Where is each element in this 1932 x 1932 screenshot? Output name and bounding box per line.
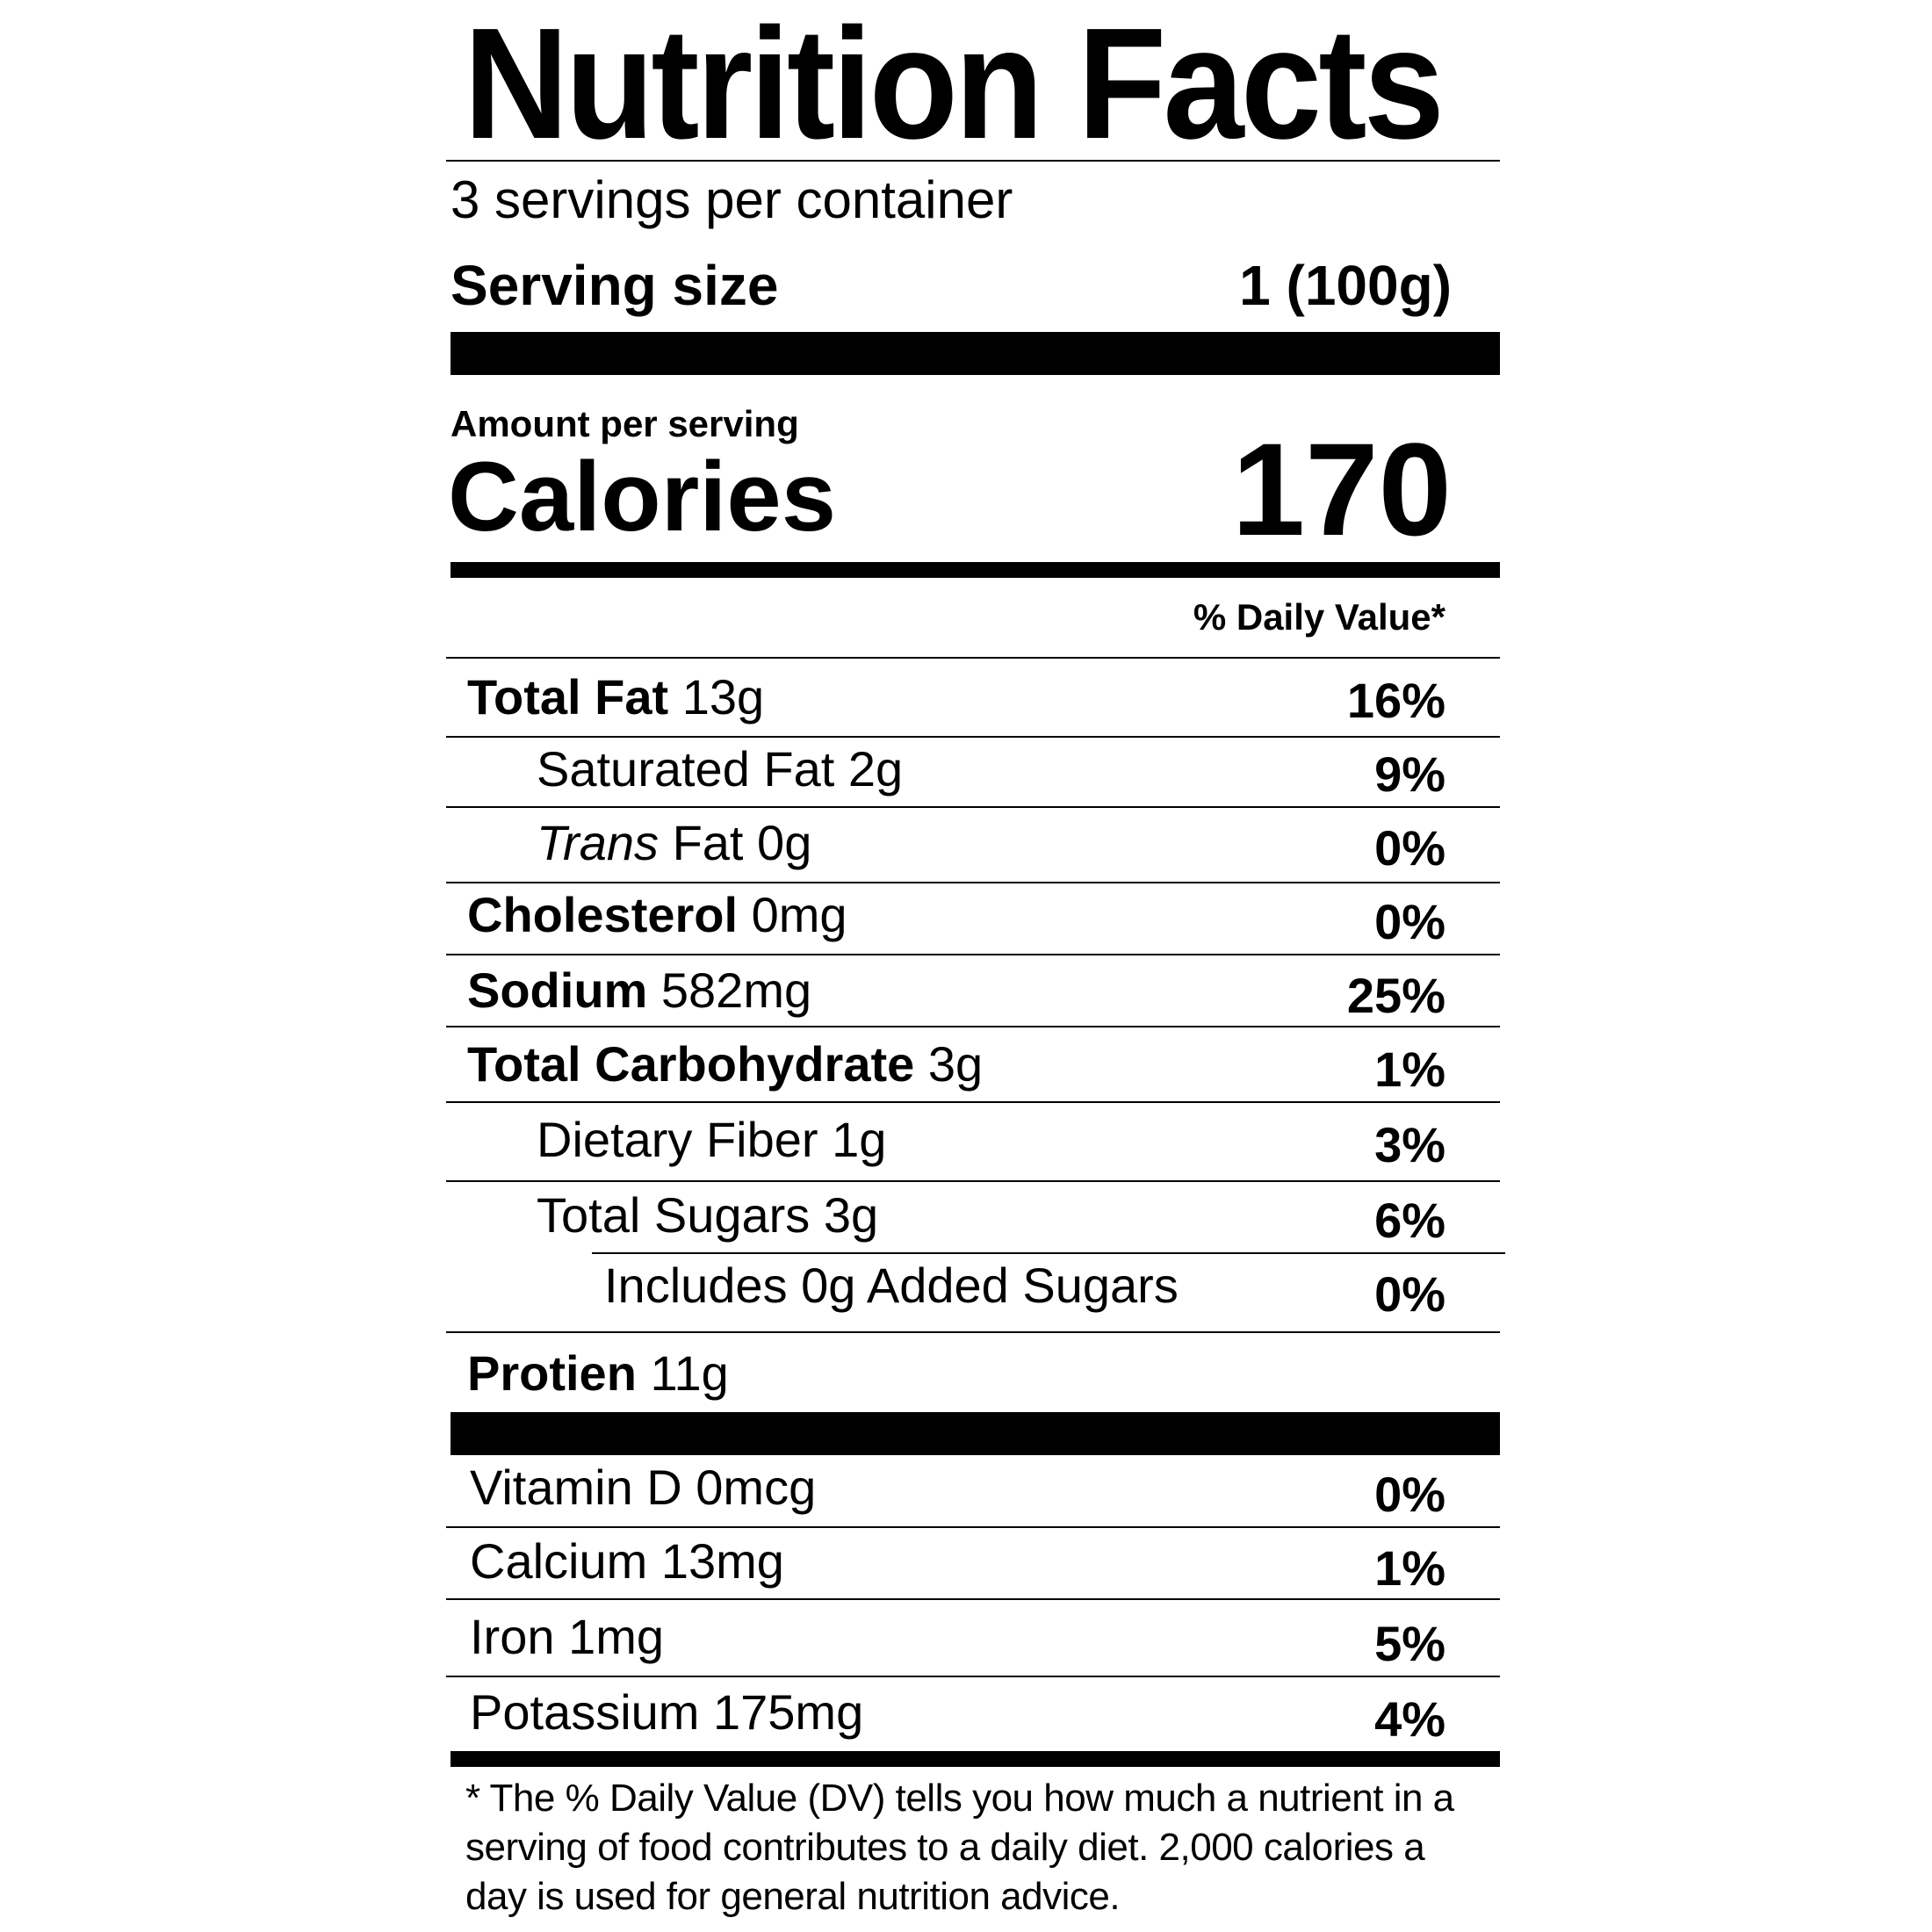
nutrient-cholesterol: Cholesterol 0mg bbox=[467, 887, 847, 942]
nutrient-dietary-fiber-dv: 3% bbox=[1374, 1117, 1445, 1172]
divider bbox=[446, 1026, 1500, 1027]
nutrient-added-sugars-dv: 0% bbox=[1374, 1266, 1445, 1322]
thick-divider bbox=[451, 1412, 1500, 1455]
nutrient-dietary-fiber: Dietary Fiber 1g bbox=[537, 1112, 887, 1167]
medium-divider bbox=[451, 562, 1500, 578]
calories-label: Calories bbox=[448, 442, 836, 551]
vitamin-d: Vitamin D 0mcg bbox=[470, 1460, 817, 1515]
potassium: Potassium 175mg bbox=[470, 1684, 864, 1740]
divider bbox=[446, 954, 1500, 955]
divider bbox=[446, 1101, 1500, 1103]
potassium-dv: 4% bbox=[1374, 1691, 1445, 1747]
divider bbox=[446, 1331, 1500, 1333]
divider bbox=[446, 160, 1500, 162]
nutrient-total-fat-dv: 16% bbox=[1346, 673, 1445, 728]
nutrient-cholesterol-dv: 0% bbox=[1374, 894, 1445, 949]
nutrient-trans-fat-dv: 0% bbox=[1374, 820, 1445, 876]
daily-value-header: % Daily Value* bbox=[1193, 596, 1445, 638]
calories-value: 170 bbox=[1231, 415, 1452, 563]
calcium-dv: 1% bbox=[1374, 1540, 1445, 1596]
nutrient-total-carbohydrate-dv: 1% bbox=[1374, 1042, 1445, 1097]
nutrient-added-sugars: Includes 0g Added Sugars bbox=[604, 1258, 1179, 1313]
divider bbox=[446, 882, 1500, 883]
iron: Iron 1mg bbox=[470, 1609, 664, 1664]
nutrient-total-sugars: Total Sugars 3g bbox=[537, 1187, 879, 1243]
servings-per-container: 3 servings per container bbox=[451, 170, 1013, 229]
daily-value-footnote: * The % Daily Value (DV) tells you how m… bbox=[465, 1777, 1454, 1918]
nutrition-facts-label: Nutrition Facts 3 servings per container… bbox=[446, 0, 1505, 1932]
iron-dv: 5% bbox=[1374, 1616, 1445, 1671]
calcium: Calcium 13mg bbox=[470, 1533, 784, 1589]
divider bbox=[592, 1252, 1505, 1254]
thick-divider bbox=[451, 332, 1500, 375]
serving-size-label: Serving size bbox=[451, 254, 779, 317]
divider bbox=[446, 1526, 1500, 1528]
serving-size-value: 1 (100g) bbox=[1239, 254, 1452, 317]
divider bbox=[446, 736, 1500, 738]
nutrient-sodium-dv: 25% bbox=[1346, 968, 1445, 1023]
nutrient-protein: Protien 11g bbox=[467, 1345, 729, 1401]
nutrient-saturated-fat: Saturated Fat 2g bbox=[537, 741, 904, 797]
nutrient-sodium: Sodium 582mg bbox=[467, 962, 812, 1018]
amount-per-serving: Amount per serving bbox=[451, 403, 799, 444]
nutrient-saturated-fat-dv: 9% bbox=[1374, 746, 1445, 802]
vitamin-d-dv: 0% bbox=[1374, 1467, 1445, 1522]
nutrient-total-fat: Total Fat 13g bbox=[467, 669, 765, 724]
medium-divider bbox=[451, 1751, 1500, 1767]
divider bbox=[446, 806, 1500, 808]
nutrient-trans-fat: Trans Fat 0g bbox=[537, 815, 812, 870]
divider bbox=[446, 657, 1500, 659]
nutrient-total-carbohydrate: Total Carbohydrate 3g bbox=[467, 1036, 984, 1092]
label-title: Nutrition Facts bbox=[464, 0, 1445, 172]
nutrient-total-sugars-dv: 6% bbox=[1374, 1193, 1445, 1248]
divider bbox=[446, 1598, 1500, 1600]
divider bbox=[446, 1180, 1500, 1182]
divider bbox=[446, 1676, 1500, 1677]
